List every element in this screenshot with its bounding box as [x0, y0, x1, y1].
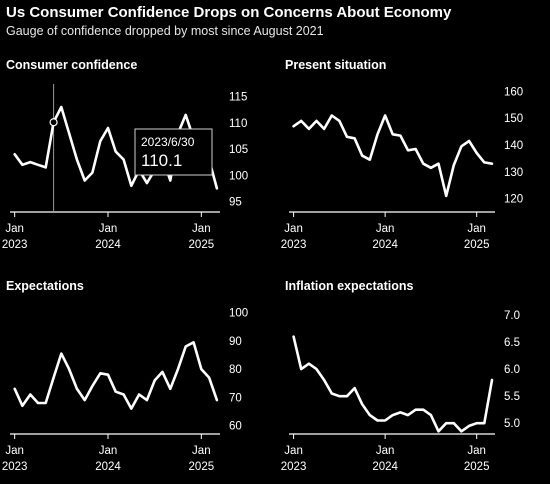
- page-title: Us Consumer Confidence Drops on Concerns…: [6, 4, 452, 21]
- inflation-expectations-x-tick-label: Jan: [376, 445, 395, 457]
- expectations-y-tick-label: 80: [229, 364, 242, 376]
- expectations-y-tick-label: 100: [229, 308, 248, 320]
- present-situation-series-line: [292, 114, 494, 198]
- inflation-expectations-series-line: [292, 335, 494, 433]
- inflation-expectations-x-tick-label: Jan: [284, 445, 303, 457]
- consumer-confidence-y-tick-label: 105: [229, 144, 248, 156]
- present-situation-x-tick-label: Jan: [376, 223, 395, 235]
- present-situation-y-tick-label: 140: [504, 140, 523, 152]
- consumer-confidence-y-tick-label: 100: [229, 170, 248, 182]
- present-situation-y-tick-label: 160: [504, 86, 523, 98]
- consumer-confidence-tooltip-box: [134, 128, 213, 176]
- expectations-x-tick-label: Jan: [99, 445, 118, 457]
- expectations-x-tick-year: 2023: [2, 461, 28, 473]
- present-situation-title: Present situation: [285, 58, 386, 72]
- expectations-title: Expectations: [6, 279, 84, 293]
- inflation-expectations-title: Inflation expectations: [285, 279, 414, 293]
- expectations-y-tick-label: 70: [229, 392, 242, 404]
- consumer-confidence-tooltip-value: 110.1: [141, 151, 182, 170]
- inflation-expectations-x-tick-year: 2023: [281, 461, 307, 473]
- consumer-confidence-tooltip-date: 2023/6/30: [141, 135, 195, 149]
- present-situation-x-tick-label: Jan: [284, 223, 303, 235]
- present-situation-y-tick-label: 150: [504, 113, 523, 125]
- expectations-series-line: [13, 341, 219, 410]
- consumer-confidence-highlight-point: [49, 118, 58, 127]
- inflation-expectations-y-tick-label: 7.0: [504, 310, 520, 322]
- consumer-confidence-y-tick-label: 95: [229, 197, 242, 209]
- consumer-confidence-x-tick-label: Jan: [99, 223, 118, 235]
- present-situation-x-tick-label: Jan: [467, 223, 486, 235]
- consumer-confidence-x-tick-year: 2025: [189, 239, 215, 251]
- consumer-confidence-x-tick-label: Jan: [192, 223, 211, 235]
- present-situation-x-tick-year: 2024: [372, 239, 398, 251]
- present-situation-x-tick-year: 2023: [281, 239, 307, 251]
- page-subtitle: Gauge of confidence dropped by most sinc…: [6, 24, 324, 38]
- expectations-y-tick-label: 60: [229, 421, 242, 433]
- inflation-expectations-x-tick-year: 2024: [372, 461, 398, 473]
- inflation-expectations-x-tick-label: Jan: [467, 445, 486, 457]
- consumer-confidence-x-tick-year: 2024: [95, 239, 121, 251]
- consumer-confidence-y-tick-label: 110: [229, 118, 247, 130]
- inflation-expectations-y-tick-label: 5.0: [504, 418, 520, 430]
- expectations-x-tick-year: 2025: [189, 461, 215, 473]
- expectations-y-tick-label: 90: [229, 336, 242, 348]
- consumer-confidence-title: Consumer confidence: [6, 58, 137, 72]
- consumer-confidence-x-tick-label: Jan: [5, 223, 24, 235]
- expectations-x-tick-year: 2024: [95, 461, 121, 473]
- inflation-expectations-y-tick-label: 5.5: [504, 391, 520, 403]
- inflation-expectations-y-tick-label: 6.5: [504, 337, 520, 349]
- consumer-confidence-x-tick-year: 2023: [2, 239, 28, 251]
- inflation-expectations-y-tick-label: 6.0: [504, 364, 520, 376]
- present-situation-y-tick-label: 130: [504, 167, 523, 179]
- present-situation-y-tick-label: 120: [504, 194, 523, 206]
- expectations-x-tick-label: Jan: [5, 445, 24, 457]
- consumer-confidence-y-tick-label: 115: [229, 92, 247, 104]
- expectations-x-tick-label: Jan: [192, 445, 211, 457]
- present-situation-x-tick-year: 2025: [464, 239, 490, 251]
- inflation-expectations-x-tick-year: 2025: [464, 461, 490, 473]
- consumer-confidence-series-line: [13, 105, 219, 190]
